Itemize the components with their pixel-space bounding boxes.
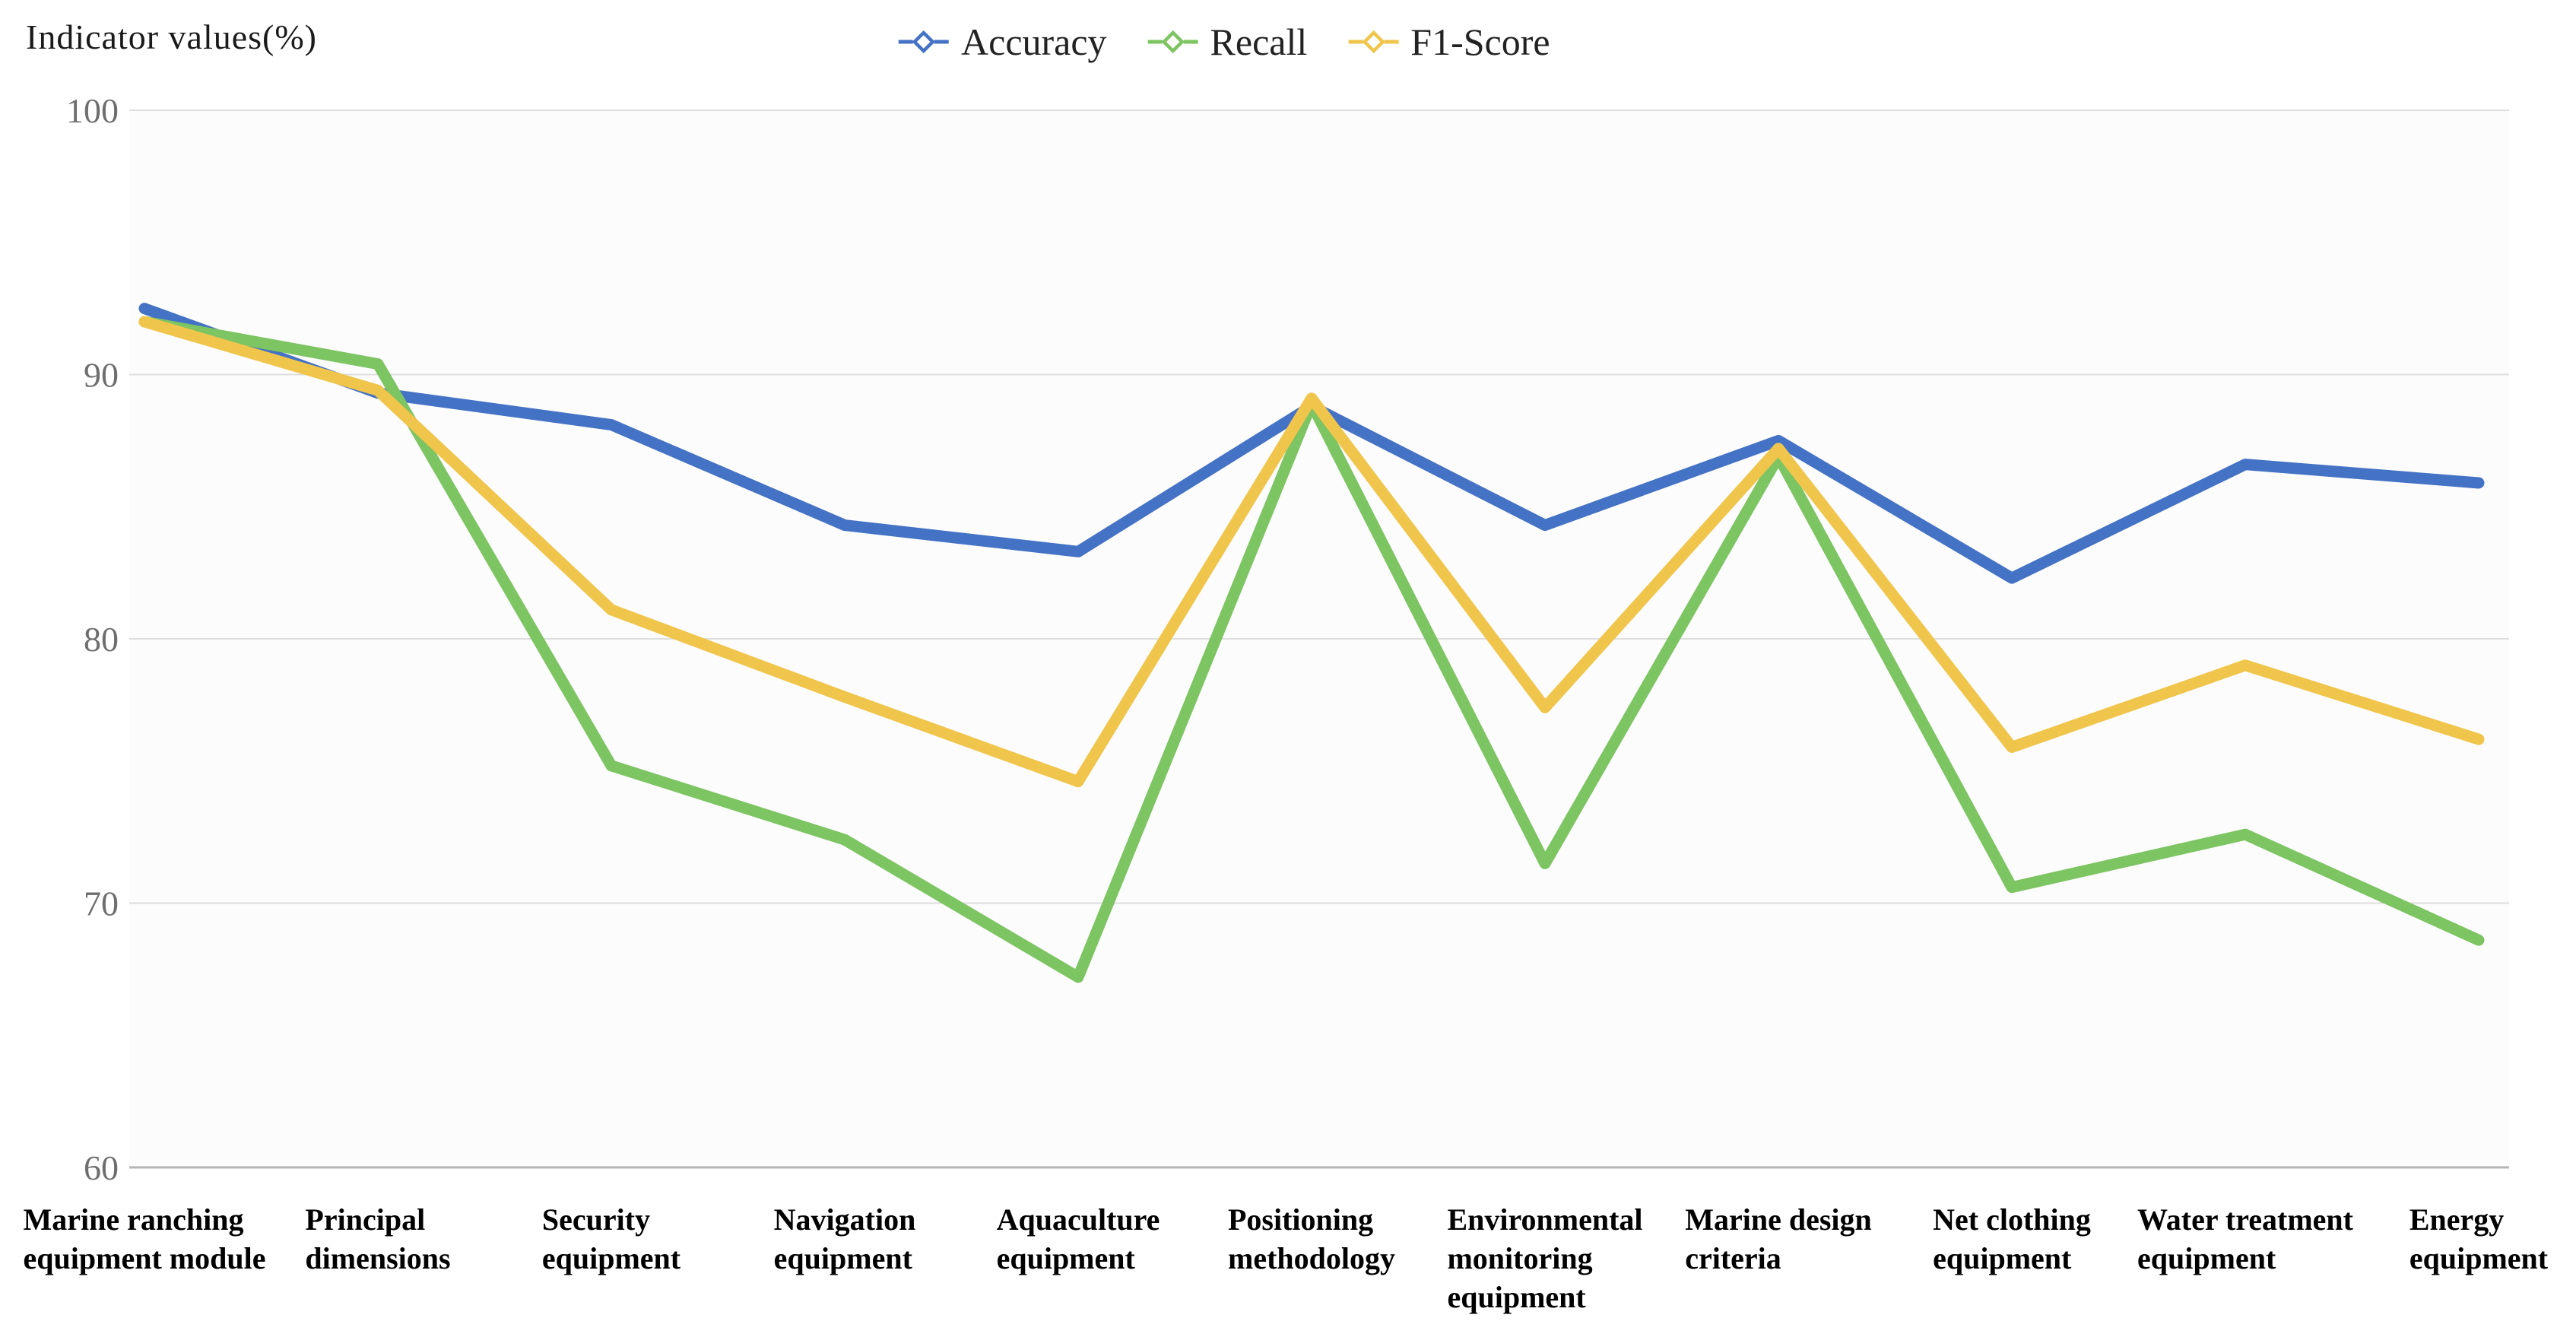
- x-axis-label: Aquaculture equipment: [996, 1202, 1160, 1276]
- x-axis-label: Security equipment: [541, 1202, 681, 1276]
- x-axis-label: Net clothing equipment: [1933, 1202, 2091, 1276]
- legend-item-f1-score: F1-Score: [1347, 20, 1550, 64]
- legend-marker-icon: [1147, 30, 1198, 54]
- y-tick-label: 70: [84, 884, 119, 923]
- legend-item-recall: Recall: [1147, 20, 1308, 64]
- y-tick-label: 90: [84, 356, 119, 395]
- legend: Accuracy Recall F1-Score: [897, 20, 1550, 64]
- legend-marker-icon: [1348, 30, 1399, 54]
- x-axis-labels: Marine ranching equipment module Principal…: [0, 1200, 2576, 1337]
- y-axis-title: Indicator values(%): [26, 17, 318, 56]
- y-tick-label: 100: [66, 91, 119, 130]
- x-axis-label: Marine ranching equipment module: [23, 1202, 266, 1276]
- x-axis-label: Water treatment equipment: [2137, 1202, 2353, 1276]
- legend-item-accuracy: Accuracy: [897, 20, 1107, 64]
- x-axis-label: Energy equipment: [2409, 1202, 2549, 1276]
- series-line-f1-score: [138, 316, 2485, 788]
- legend-label: F1-Score: [1410, 21, 1550, 63]
- legend-label: Recall: [1210, 21, 1308, 63]
- x-axis-label: Navigation equipment: [773, 1202, 916, 1276]
- legend-label: Accuracy: [961, 21, 1107, 63]
- y-tick-label: 80: [84, 620, 119, 659]
- legend-marker-icon: [899, 30, 950, 54]
- x-axis-label: Principal dimensions: [305, 1202, 451, 1276]
- x-axis-label: Marine design criteria: [1685, 1202, 1872, 1276]
- x-axis-label: Environmental monitoring equipment: [1447, 1202, 1643, 1315]
- x-axis-label: Positioning methodology: [1228, 1202, 1395, 1276]
- y-tick-label: 60: [84, 1148, 119, 1187]
